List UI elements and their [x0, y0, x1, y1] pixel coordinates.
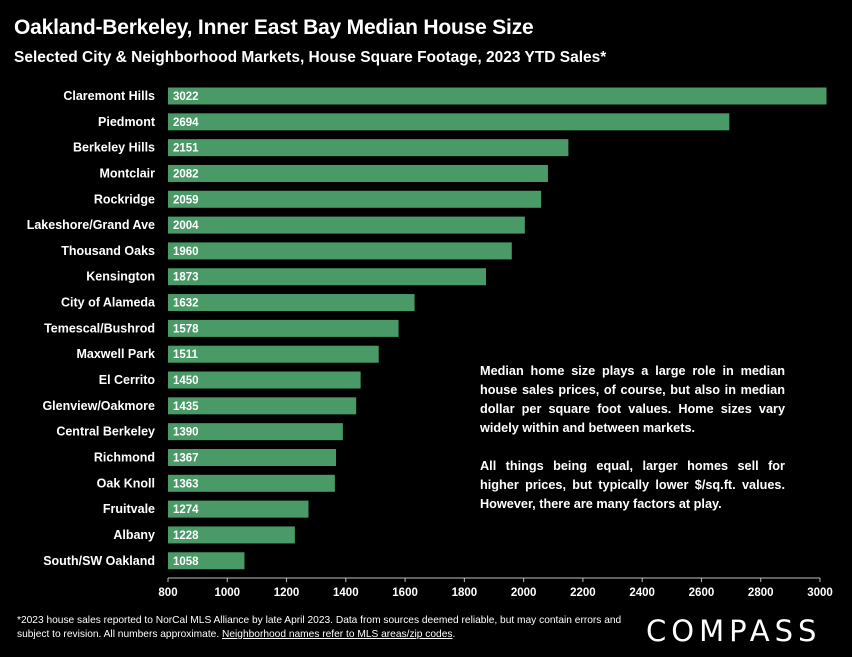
bar-piedmont [168, 113, 730, 131]
bar-glenview-oakmore [168, 397, 357, 415]
bar-value-label: 1367 [173, 452, 199, 464]
bar-berkeley-hills [168, 139, 569, 157]
bar-value-label: 2082 [173, 168, 199, 180]
bar-city-of-alameda [168, 294, 415, 312]
footnote-link[interactable]: Neighborhood names refer to MLS areas/zi… [222, 629, 453, 640]
x-tick-label: 1400 [333, 587, 359, 599]
bar-value-label: 1873 [173, 272, 199, 284]
bar-oak-knoll [168, 474, 335, 492]
bar-value-label: 1450 [173, 375, 199, 387]
bar-value-label: 1632 [173, 298, 199, 310]
category-label: Albany [113, 528, 155, 542]
bar-value-label: 1228 [173, 530, 199, 542]
annotation-note: Median home size plays a large role in m… [480, 362, 785, 533]
footnote-link-end: . [452, 629, 456, 640]
category-label: Claremont Hills [63, 89, 155, 103]
category-label: Glenview/Oakmore [42, 399, 155, 413]
bar-lakeshore-grand-ave [168, 216, 525, 234]
footnote-text: *2023 house sales reported to NorCal MLS… [17, 615, 622, 640]
bar-value-label: 1511 [173, 349, 199, 361]
category-label: Berkeley Hills [73, 141, 155, 155]
bar-value-label: 1960 [173, 246, 199, 258]
category-label: City of Alameda [61, 296, 156, 310]
chart-subtitle: Selected City & Neighborhood Markets, Ho… [14, 49, 607, 66]
x-tick-label: 2000 [511, 587, 537, 599]
chart-title: Oakland-Berkeley, Inner East Bay Median … [14, 16, 534, 39]
category-label: Piedmont [98, 115, 156, 129]
category-label: Fruitvale [103, 502, 155, 516]
category-label: El Cerrito [99, 373, 156, 387]
category-label: Oak Knoll [97, 476, 155, 490]
bar-value-label: 2004 [173, 220, 199, 232]
x-tick-label: 2800 [748, 587, 774, 599]
bar-rockridge [168, 190, 542, 208]
bar-el-cerrito [168, 371, 361, 389]
category-label: Rockridge [94, 192, 155, 206]
category-label: Lakeshore/Grand Ave [27, 218, 155, 232]
bar-south-sw-oakland [168, 552, 245, 570]
category-label: Temescal/Bushrod [44, 321, 155, 335]
x-tick-label: 2400 [629, 587, 655, 599]
bar-maxwell-park [168, 345, 379, 363]
category-label: Maxwell Park [76, 347, 155, 361]
x-tick-label: 1000 [214, 587, 240, 599]
x-tick-label: 800 [158, 587, 177, 599]
bar-value-label: 2151 [173, 143, 199, 155]
bar-value-label: 2694 [173, 117, 199, 129]
bar-value-label: 1274 [173, 504, 199, 516]
x-tick-label: 2600 [689, 587, 715, 599]
note-paragraph-2: All things being equal, larger homes sel… [480, 459, 785, 511]
bar-value-label: 1435 [173, 401, 199, 413]
bar-value-label: 1058 [173, 556, 199, 568]
category-label: Central Berkeley [56, 425, 155, 439]
bar-value-label: 1578 [173, 323, 199, 335]
bar-value-label: 1363 [173, 478, 199, 490]
category-label: Thousand Oaks [61, 244, 155, 258]
bar-fruitvale [168, 500, 309, 518]
note-paragraph-1: Median home size plays a large role in m… [480, 364, 785, 435]
x-tick-label: 1800 [452, 587, 478, 599]
x-tick-label: 1200 [274, 587, 300, 599]
compass-logo: COMPASS [646, 614, 822, 648]
bar-value-label: 1390 [173, 427, 199, 439]
bar-richmond [168, 448, 337, 466]
x-tick-label: 2200 [570, 587, 596, 599]
bar-montclair [168, 164, 548, 182]
bar-thousand-oaks [168, 242, 512, 260]
category-label: South/SW Oakland [43, 554, 155, 568]
x-tick-label: 1600 [392, 587, 418, 599]
bar-value-label: 2059 [173, 194, 199, 206]
category-label: Kensington [86, 270, 155, 284]
x-tick-label: 3000 [807, 587, 833, 599]
bar-value-label: 3022 [173, 91, 199, 103]
bar-chart: 3022 Claremont Hills 2694 Piedmont 2151 Berke… [27, 87, 833, 599]
bar-albany [168, 526, 295, 544]
footnote: *2023 house sales reported to NorCal MLS… [17, 614, 637, 642]
category-label: Montclair [99, 166, 155, 180]
category-label: Richmond [94, 450, 155, 464]
bar-central-berkeley [168, 423, 343, 441]
bar-claremont-hills [168, 87, 827, 105]
bar-kensington [168, 268, 486, 286]
bar-temescal-bushrod [168, 319, 399, 337]
